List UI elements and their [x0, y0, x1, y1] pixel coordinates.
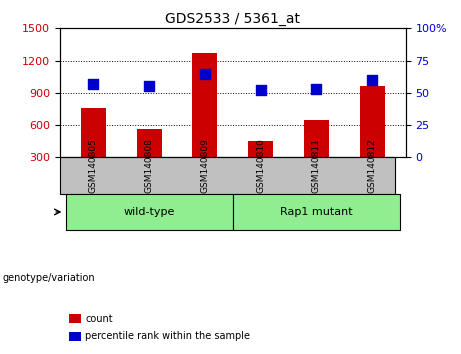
Point: [201, 71, 209, 76]
Text: GSM140809: GSM140809: [201, 138, 209, 193]
Point: [146, 84, 153, 89]
Text: genotype/variation: genotype/variation: [2, 273, 95, 283]
Bar: [192, 53, 218, 158]
Text: Rap1 mutant: Rap1 mutant: [280, 207, 353, 217]
Bar: [136, 129, 162, 158]
Bar: [60, 158, 395, 194]
Bar: [233, 194, 400, 230]
Text: percentile rank within the sample: percentile rank within the sample: [85, 331, 250, 341]
Point: [90, 81, 97, 87]
Text: GSM140812: GSM140812: [368, 138, 377, 193]
Bar: [81, 108, 106, 158]
Text: GSM140811: GSM140811: [312, 138, 321, 193]
Text: wild-type: wild-type: [124, 207, 175, 217]
Text: count: count: [85, 314, 113, 324]
Text: GSM140805: GSM140805: [89, 138, 98, 193]
Point: [257, 87, 264, 93]
Text: GSM140810: GSM140810: [256, 138, 265, 193]
Point: [368, 77, 376, 83]
Point: [313, 86, 320, 92]
Text: GSM140808: GSM140808: [145, 138, 154, 193]
Title: GDS2533 / 5361_at: GDS2533 / 5361_at: [165, 12, 300, 26]
Bar: [304, 120, 329, 158]
Bar: [248, 141, 273, 158]
Bar: [65, 194, 233, 230]
Bar: [360, 86, 385, 158]
